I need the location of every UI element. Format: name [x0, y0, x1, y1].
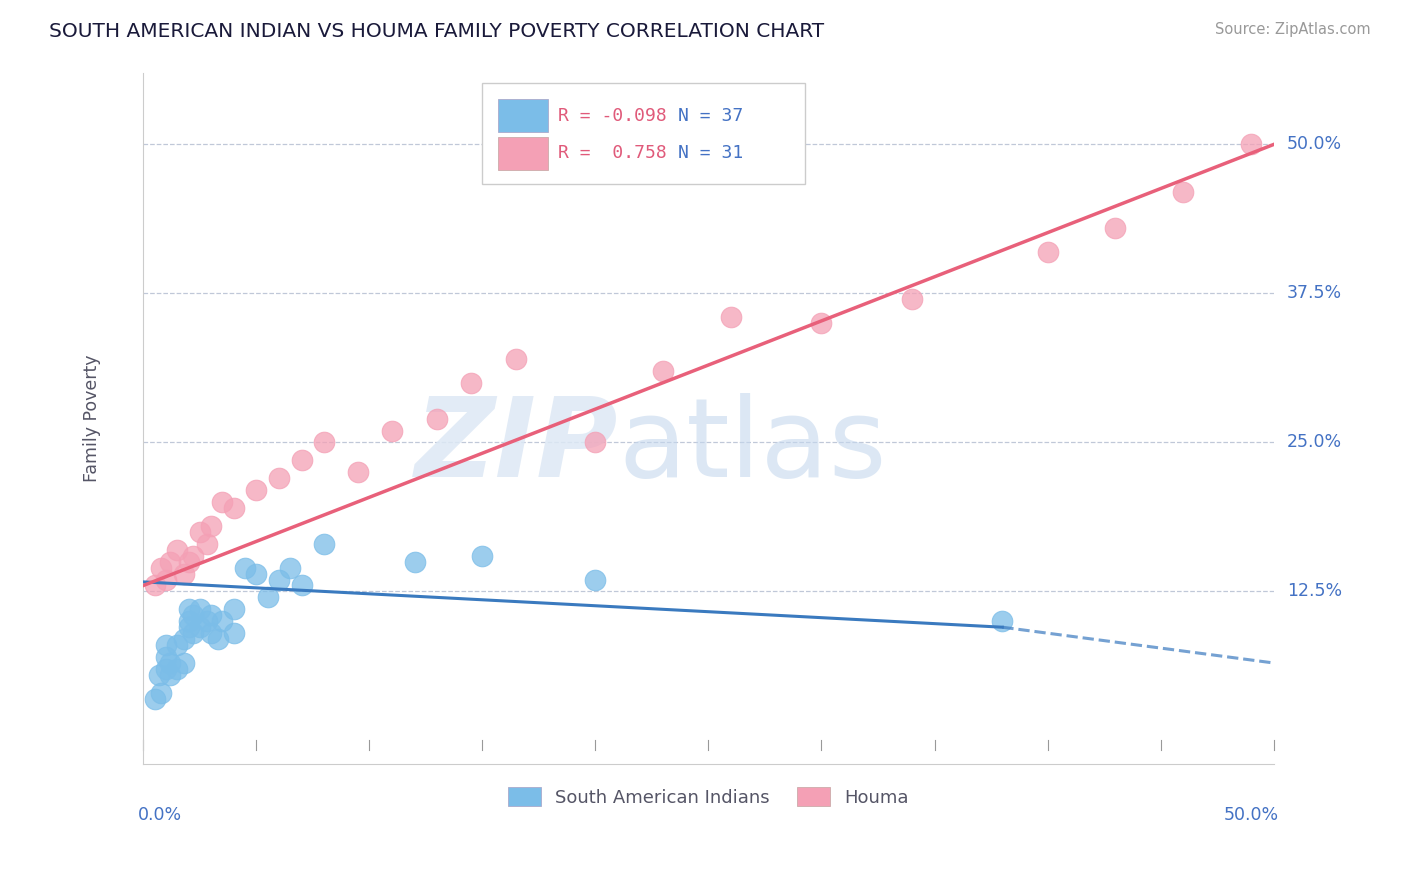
- Point: [381, 424, 404, 438]
- Point: [1104, 221, 1126, 235]
- Point: [404, 555, 426, 569]
- Point: [347, 465, 370, 479]
- FancyBboxPatch shape: [498, 99, 548, 132]
- Text: 37.5%: 37.5%: [1286, 285, 1343, 302]
- Point: [200, 608, 222, 623]
- Point: [267, 573, 290, 587]
- Point: [195, 537, 218, 551]
- Text: R = -0.098: R = -0.098: [558, 107, 666, 125]
- Point: [177, 602, 200, 616]
- Point: [278, 560, 301, 574]
- Point: [155, 573, 177, 587]
- Point: [181, 608, 204, 623]
- Point: [991, 614, 1014, 628]
- Point: [1036, 244, 1059, 259]
- Point: [181, 549, 204, 563]
- Text: Family Poverty: Family Poverty: [83, 355, 101, 483]
- Point: [155, 662, 177, 676]
- Text: 12.5%: 12.5%: [1286, 582, 1343, 600]
- Text: atlas: atlas: [619, 392, 887, 500]
- Point: [188, 620, 211, 634]
- Point: [143, 578, 166, 592]
- Point: [233, 560, 256, 574]
- Point: [314, 435, 336, 450]
- Text: 50.0%: 50.0%: [1225, 805, 1279, 823]
- Point: [810, 316, 832, 330]
- Point: [188, 524, 211, 539]
- Point: [290, 453, 312, 467]
- Point: [159, 668, 181, 682]
- Point: [200, 519, 222, 533]
- Point: [901, 293, 924, 307]
- Text: 50.0%: 50.0%: [1286, 136, 1343, 153]
- Point: [256, 591, 278, 605]
- Point: [207, 632, 229, 647]
- Point: [583, 573, 606, 587]
- Point: [173, 632, 195, 647]
- Text: R =  0.758: R = 0.758: [558, 145, 666, 162]
- Point: [143, 691, 166, 706]
- Point: [222, 501, 245, 516]
- Point: [290, 578, 312, 592]
- Point: [1173, 185, 1195, 199]
- Point: [155, 650, 177, 665]
- Point: [159, 555, 181, 569]
- Point: [177, 555, 200, 569]
- Point: [159, 656, 181, 670]
- FancyBboxPatch shape: [498, 136, 548, 169]
- Point: [1240, 137, 1263, 152]
- Point: [166, 662, 188, 676]
- Point: [155, 638, 177, 652]
- Point: [245, 483, 267, 497]
- Legend: South American Indians, Houma: South American Indians, Houma: [501, 780, 915, 814]
- Point: [195, 614, 218, 628]
- Text: 25.0%: 25.0%: [1286, 434, 1343, 451]
- Point: [200, 626, 222, 640]
- Point: [460, 376, 482, 390]
- Point: [267, 471, 290, 485]
- Point: [188, 602, 211, 616]
- Point: [148, 668, 170, 682]
- Point: [652, 364, 675, 378]
- Point: [720, 310, 742, 325]
- Point: [471, 549, 494, 563]
- Point: [150, 686, 173, 700]
- Point: [166, 542, 188, 557]
- Point: [177, 614, 200, 628]
- Point: [314, 537, 336, 551]
- Text: SOUTH AMERICAN INDIAN VS HOUMA FAMILY POVERTY CORRELATION CHART: SOUTH AMERICAN INDIAN VS HOUMA FAMILY PO…: [49, 22, 824, 41]
- Text: N = 31: N = 31: [678, 145, 744, 162]
- FancyBboxPatch shape: [482, 83, 804, 184]
- Point: [166, 638, 188, 652]
- Point: [245, 566, 267, 581]
- Point: [222, 602, 245, 616]
- Point: [173, 656, 195, 670]
- Point: [426, 411, 449, 425]
- Point: [181, 626, 204, 640]
- Point: [583, 435, 606, 450]
- Point: [222, 626, 245, 640]
- Point: [505, 352, 527, 367]
- Point: [211, 495, 233, 509]
- Point: [211, 614, 233, 628]
- Text: 0.0%: 0.0%: [138, 805, 181, 823]
- Text: N = 37: N = 37: [678, 107, 744, 125]
- Text: ZIP: ZIP: [415, 392, 619, 500]
- Point: [177, 620, 200, 634]
- Text: Source: ZipAtlas.com: Source: ZipAtlas.com: [1215, 22, 1371, 37]
- Point: [150, 560, 173, 574]
- Point: [173, 566, 195, 581]
